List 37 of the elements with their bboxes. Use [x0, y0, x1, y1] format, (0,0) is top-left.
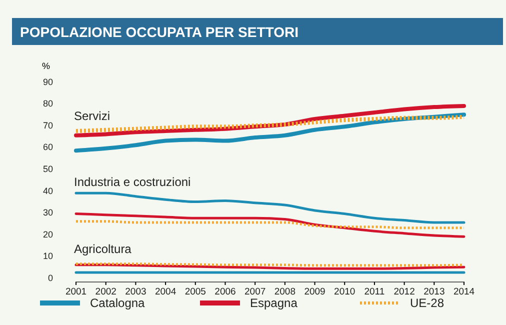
- x-tick-label: 2005: [184, 286, 206, 298]
- y-tick-label: 20: [42, 229, 53, 240]
- y-tick-label: 10: [42, 251, 53, 262]
- x-tick-label: 2013: [424, 286, 445, 298]
- annotation: Servizi: [74, 109, 110, 123]
- y-tick-label: 0: [48, 272, 53, 283]
- x-tick-label: 2014: [453, 286, 475, 298]
- x-tick-label: 2006: [214, 286, 236, 298]
- x-tick-label: 2012: [394, 286, 415, 298]
- y-axis-title: %: [42, 61, 50, 71]
- x-tick-label: 2003: [125, 286, 146, 298]
- annotation: Agricoltura: [74, 242, 132, 256]
- x-tick-label: 2007: [244, 286, 266, 298]
- line-series: [74, 212, 466, 238]
- x-tick-label: 2001: [65, 286, 87, 298]
- y-tick-label: 30: [42, 208, 53, 218]
- chart-title: POPOLAZIONE OCCUPATA PER SETTORI: [20, 24, 298, 40]
- x-tick-label: 2002: [95, 286, 116, 298]
- y-tick-label: 90: [42, 76, 53, 87]
- legend-label: Catalogna: [90, 296, 146, 310]
- x-tick-label: 2009: [304, 286, 326, 298]
- y-tick-label: 70: [42, 120, 53, 130]
- line-series: [74, 192, 466, 224]
- line-series: [74, 220, 466, 230]
- x-tick-label: 2011: [364, 286, 385, 298]
- line-series: [74, 112, 466, 153]
- x-tick-label: 2004: [154, 286, 176, 298]
- legend-label: Espagna: [250, 296, 298, 310]
- line-series: [74, 104, 466, 138]
- y-tick-label: 50: [42, 164, 53, 174]
- y-tick-label: 80: [42, 98, 53, 109]
- annotation: Industria e costruzioni: [74, 175, 191, 189]
- y-tick-label: 40: [42, 186, 53, 196]
- x-tick-label: 2008: [274, 286, 296, 298]
- legend-label: UE-28: [410, 296, 444, 310]
- y-tick-label: 60: [42, 142, 53, 152]
- x-tick-label: 2010: [334, 286, 356, 298]
